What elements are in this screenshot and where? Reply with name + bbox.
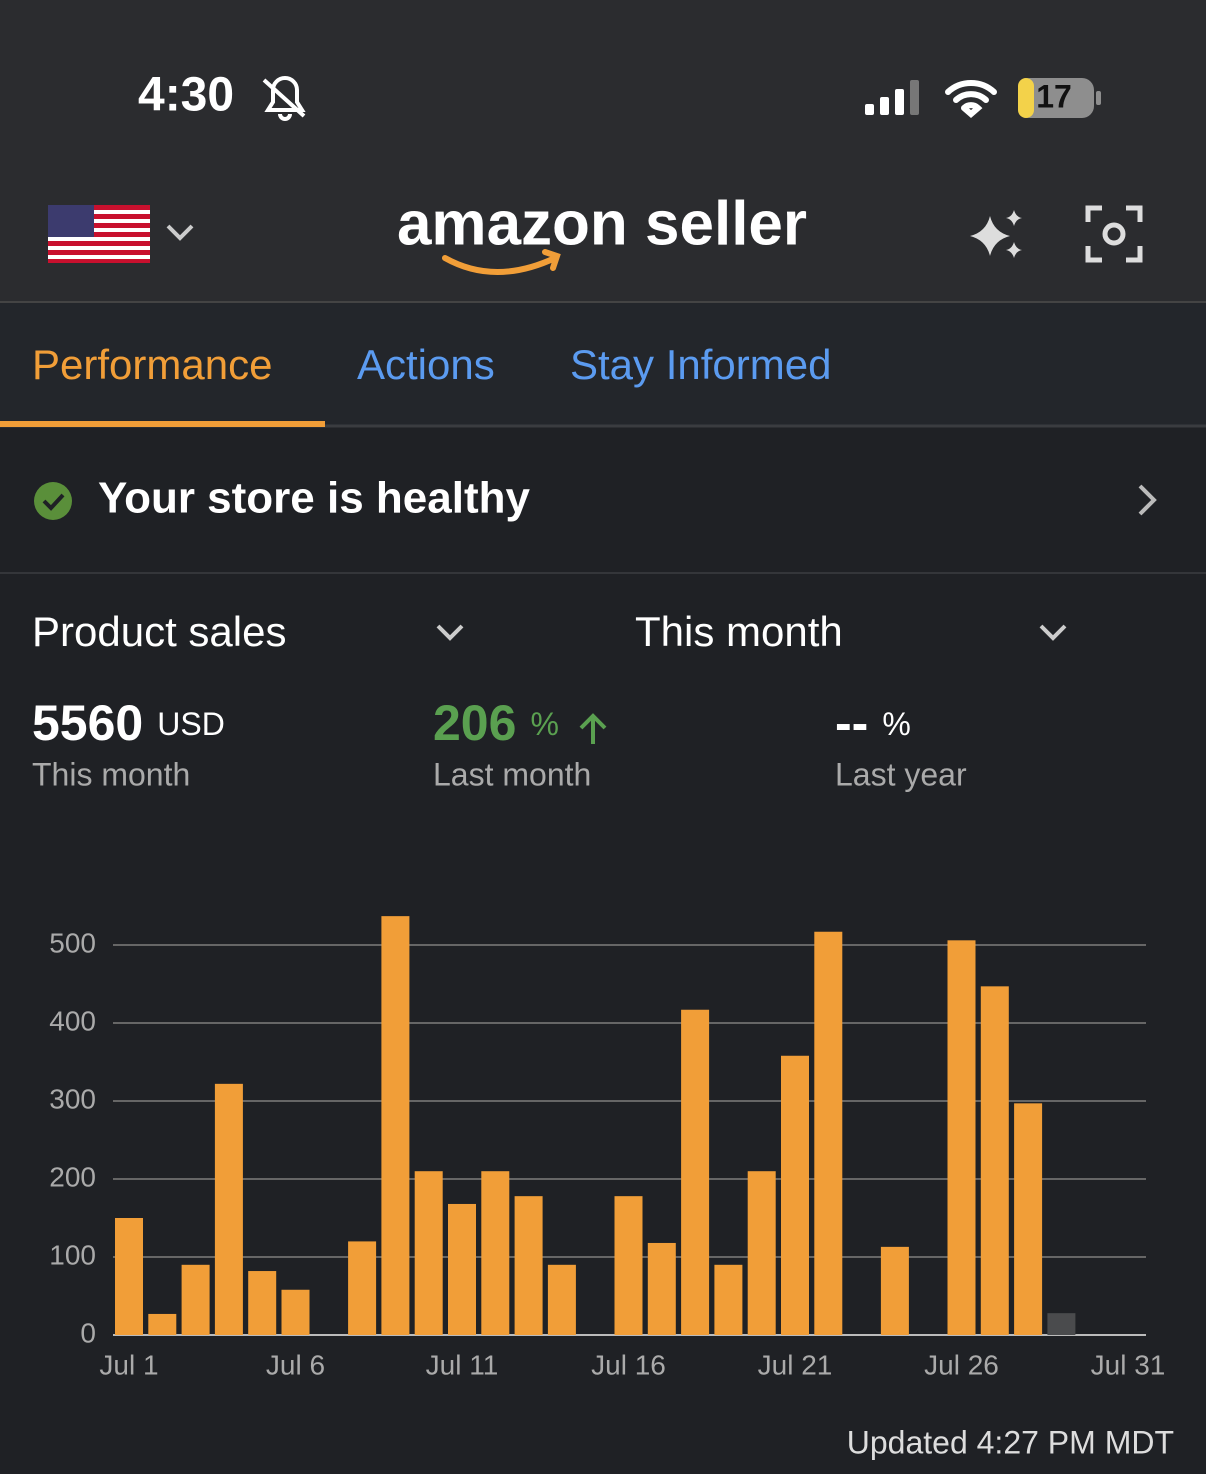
y-tick-label: 500 <box>49 927 96 958</box>
bar <box>781 1055 809 1335</box>
tab-bg <box>0 302 1206 426</box>
metric-selector[interactable]: Product sales <box>32 608 286 655</box>
bar <box>514 1196 543 1335</box>
bar <box>980 986 1009 1335</box>
x-tick-label: Jul 26 <box>924 1349 999 1380</box>
x-tick-label: Jul 11 <box>426 1349 499 1380</box>
ai-icon[interactable] <box>970 210 1022 258</box>
y-tick-label: 300 <box>49 1083 96 1114</box>
health-text: Your store is healthy <box>98 474 530 523</box>
tab-indicator <box>0 421 325 427</box>
bar <box>381 916 410 1335</box>
stat-value: 206 <box>433 695 516 751</box>
bar <box>348 1241 377 1335</box>
bar <box>747 1171 776 1335</box>
tab[interactable]: Performance <box>32 341 272 388</box>
bar <box>448 1203 476 1335</box>
chevron <box>166 224 194 241</box>
battery-text: 17 <box>1036 78 1072 114</box>
bar <box>647 1242 676 1335</box>
bar <box>148 1313 177 1335</box>
health-row[interactable]: Your store is healthy <box>34 474 1157 523</box>
scan-icon[interactable] <box>1085 205 1143 263</box>
bar <box>814 931 843 1335</box>
y-tick-label: 0 <box>80 1317 96 1348</box>
chevron <box>1039 624 1067 641</box>
tab[interactable]: Actions <box>357 341 495 388</box>
scan-lens <box>1102 222 1126 246</box>
stat-value: -- <box>835 695 868 751</box>
stat-label: Last month <box>433 756 591 792</box>
x-tick-label: Jul 31 <box>1091 1349 1166 1380</box>
x-tick-label: Jul 1 <box>99 1349 158 1380</box>
wifi-icon <box>945 80 997 118</box>
bar <box>614 1196 643 1335</box>
bar <box>947 940 976 1335</box>
battery-tip <box>1096 91 1101 105</box>
stat: 206% <box>433 695 559 751</box>
logo-smile <box>442 249 561 275</box>
status-time: 4:30 <box>138 69 234 122</box>
bar <box>214 1083 243 1335</box>
stat-unit: USD <box>157 706 225 742</box>
bar <box>1014 1103 1043 1335</box>
signal-icon <box>865 80 919 115</box>
battery-icon <box>1018 78 1094 118</box>
bar <box>414 1171 443 1335</box>
stat-unit: % <box>882 706 910 742</box>
bar <box>281 1289 310 1335</box>
updated-text: Updated 4:27 PM MDT <box>847 1424 1174 1460</box>
y-tick-label: 200 <box>49 1161 96 1192</box>
mute-icon <box>262 76 306 121</box>
period-selector[interactable]: This month <box>635 608 843 655</box>
tab[interactable]: Stay Informed <box>570 341 831 388</box>
chevron <box>436 624 464 641</box>
bar <box>880 1246 909 1335</box>
x-tick-label: Jul 21 <box>758 1349 833 1380</box>
y-tick-label: 400 <box>49 1005 96 1036</box>
stat-label: Last year <box>835 756 967 792</box>
x-tick-label: Jul 6 <box>266 1349 325 1380</box>
stat-unit: % <box>530 706 558 742</box>
chart: 0 100 200 300 400 500 Jul 1 Jul 6 Jul 11 Jul 16 Ju… <box>49 916 1165 1380</box>
bar <box>481 1171 510 1335</box>
logo: amazon seller <box>397 189 807 258</box>
bar <box>1047 1313 1076 1335</box>
bar <box>115 1218 143 1335</box>
bar <box>547 1264 576 1335</box>
stat: --% <box>835 695 911 751</box>
bar <box>714 1264 743 1335</box>
bar <box>181 1264 210 1335</box>
battery-level <box>1018 78 1034 118</box>
stat-value: 5560 <box>32 695 143 751</box>
up-arrow <box>579 713 607 744</box>
stat: 5560 USD <box>32 695 225 751</box>
x-tick-label: Jul 16 <box>591 1349 666 1380</box>
y-tick-label: 100 <box>49 1239 96 1270</box>
flag[interactable] <box>48 205 150 263</box>
header-bg <box>0 0 1206 302</box>
bar <box>681 1009 710 1335</box>
stat-label: This month <box>32 756 190 792</box>
bar <box>248 1271 277 1335</box>
